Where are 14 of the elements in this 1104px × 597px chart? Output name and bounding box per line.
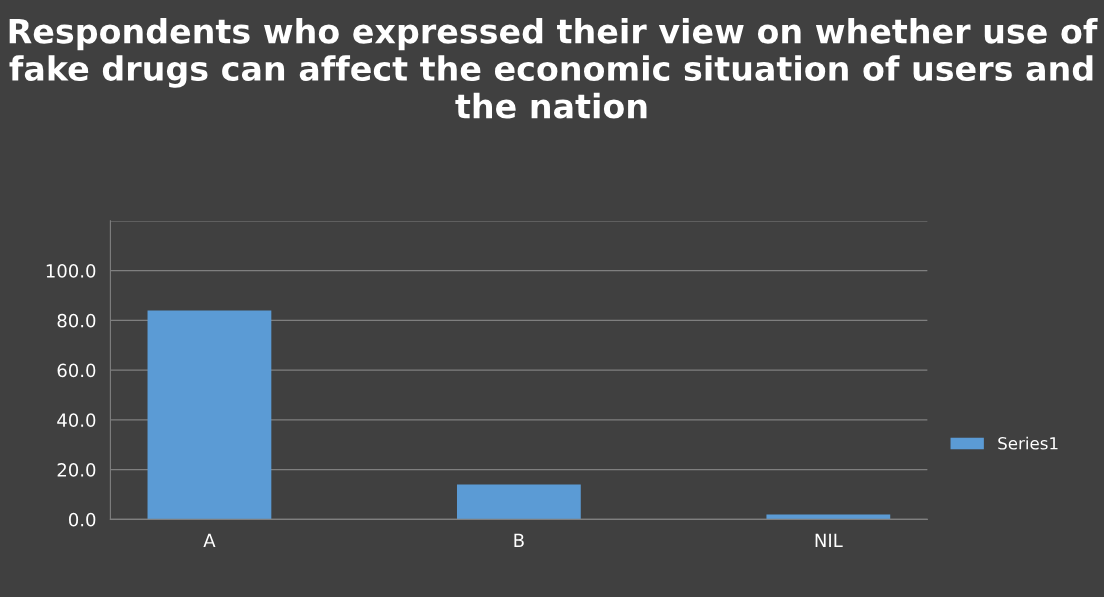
y-tick-label: 40.0 <box>57 413 96 428</box>
y-tick-label: 20.0 <box>57 463 96 477</box>
y-tick-label: 80.0 <box>57 313 96 328</box>
y-tick-label: 100.0 <box>46 264 96 278</box>
x-tick-label: NIL <box>815 533 843 547</box>
chart-title: Respondents who expressed their view on whether use of fake drugs can affect the economic situation of users and the nation <box>9 17 1098 119</box>
x-tick-label: A <box>203 533 216 547</box>
bar <box>147 310 272 520</box>
y-tick-label: 60.0 <box>57 363 96 378</box>
bar <box>766 514 891 520</box>
bar <box>456 484 581 520</box>
legend-label: Series1 <box>998 436 1058 450</box>
x-tick-label: B <box>514 533 524 547</box>
y-tick-label: 0.0 <box>68 512 96 527</box>
